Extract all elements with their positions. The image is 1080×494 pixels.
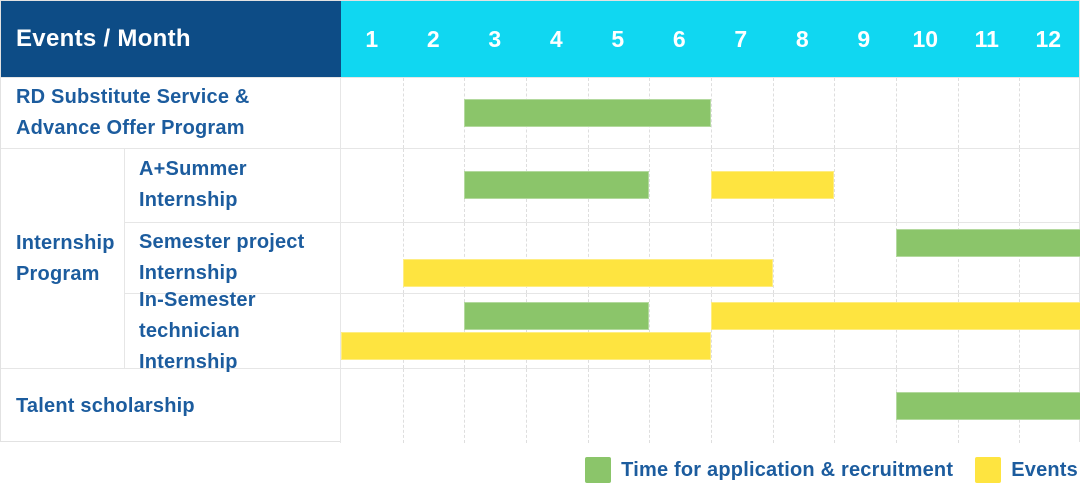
month-gridline bbox=[402, 294, 404, 368]
legend-item-events: Events bbox=[975, 457, 1078, 483]
table-row: Talent scholarship bbox=[1, 369, 1080, 443]
group-label-internship-program: Internship Program bbox=[1, 149, 125, 368]
month-gridline bbox=[526, 294, 527, 368]
table-row: RD Substitute Service & Advance Offer Pr… bbox=[1, 78, 1079, 149]
month-tick-10: 10 bbox=[912, 25, 939, 52]
month-gridline bbox=[649, 369, 651, 443]
month-tick-4: 4 bbox=[549, 25, 563, 52]
recruitment-bar bbox=[464, 302, 650, 330]
event-bar bbox=[402, 258, 773, 287]
month-gridline bbox=[711, 294, 712, 368]
month-gridline bbox=[834, 294, 836, 368]
row-label-a-plus-summer-internship: A+Summer Internship bbox=[125, 149, 341, 222]
month-gridline bbox=[587, 222, 589, 293]
month-gridline bbox=[402, 149, 404, 222]
row-label-semester-project-internship: Semester project Internship bbox=[125, 222, 341, 293]
month-gridline bbox=[957, 149, 959, 222]
table-row: A+Summer Internship bbox=[125, 149, 1079, 223]
month-gridline bbox=[896, 222, 897, 293]
row-track-in-semester-technician-internship bbox=[341, 294, 1080, 368]
month-tick-3: 3 bbox=[488, 25, 502, 52]
month-tick-9: 9 bbox=[857, 25, 871, 52]
month-gridline bbox=[772, 222, 774, 293]
month-gridline bbox=[526, 222, 527, 293]
month-gridline bbox=[896, 294, 897, 368]
recruitment-bar bbox=[896, 228, 1080, 257]
event-bar bbox=[711, 171, 835, 200]
month-gridline bbox=[649, 294, 651, 368]
month-gridline bbox=[711, 222, 712, 293]
header-events-month-cell: Events / Month bbox=[1, 1, 341, 77]
month-gridline bbox=[834, 369, 836, 443]
month-gridline bbox=[772, 294, 774, 368]
month-gridline bbox=[402, 222, 404, 293]
row-track-talent-scholarship bbox=[341, 369, 1080, 443]
month-gridline bbox=[834, 149, 836, 222]
month-gridline bbox=[772, 369, 774, 443]
event-bar bbox=[711, 302, 1080, 330]
month-gridline bbox=[711, 78, 712, 148]
row-track-a-plus-summer-internship bbox=[341, 149, 1079, 222]
month-gridline bbox=[464, 369, 466, 443]
legend-label-recruitment: Time for application & recruitment bbox=[621, 458, 954, 481]
month-gridline bbox=[649, 222, 651, 293]
row-label-talent-scholarship: Talent scholarship bbox=[1, 369, 341, 443]
legend-item-recruitment: Time for application & recruitment bbox=[585, 457, 953, 483]
month-tick-11: 11 bbox=[974, 25, 999, 52]
event-bar bbox=[341, 332, 711, 360]
month-tick-12: 12 bbox=[1035, 25, 1062, 52]
month-gridline bbox=[896, 149, 897, 222]
month-gridline bbox=[957, 78, 959, 148]
row-label-in-semester-technician-internship: In-Semester technician Internship bbox=[125, 289, 341, 373]
month-tick-8: 8 bbox=[795, 25, 809, 52]
month-gridline bbox=[957, 222, 959, 293]
month-gridline bbox=[587, 294, 589, 368]
table-row: Semester project Internship bbox=[125, 222, 1080, 294]
recruitment-bar bbox=[464, 171, 650, 200]
legend-label-events: Events bbox=[1011, 458, 1078, 481]
month-gridline bbox=[464, 294, 466, 368]
month-gridline bbox=[1019, 78, 1021, 148]
month-gridline bbox=[464, 222, 466, 293]
month-tick-1: 1 bbox=[365, 25, 379, 52]
row-track-rd-substitute-service bbox=[341, 78, 1079, 148]
row-label-rd-substitute-service: RD Substitute Service & Advance Offer Pr… bbox=[1, 78, 341, 148]
gantt-table: Events / Month 1 2 3 4 5 6 7 8 9 10 11 1… bbox=[0, 0, 1080, 443]
month-tick-6: 6 bbox=[672, 25, 686, 52]
month-gridline bbox=[402, 369, 404, 443]
internship-program-subrows: A+Summer Internship Semester project Int… bbox=[125, 149, 1080, 373]
month-tick-7: 7 bbox=[734, 25, 748, 52]
table-row: In-Semester technician Internship bbox=[125, 289, 1080, 373]
month-gridline bbox=[1019, 294, 1021, 368]
month-gridline bbox=[587, 369, 589, 443]
month-gridline bbox=[649, 149, 651, 222]
month-gridline bbox=[711, 369, 712, 443]
table-header-row: Events / Month 1 2 3 4 5 6 7 8 9 10 11 1… bbox=[1, 1, 1079, 78]
month-tick-5: 5 bbox=[611, 25, 625, 52]
month-gridline bbox=[834, 78, 836, 148]
month-gridline bbox=[772, 78, 774, 148]
month-tick-2: 2 bbox=[426, 25, 440, 52]
month-gridline bbox=[896, 78, 897, 148]
row-track-semester-project-internship bbox=[341, 222, 1080, 293]
internship-program-group: Internship Program A+Summer Internship S… bbox=[1, 149, 1080, 373]
month-gridline bbox=[834, 222, 836, 293]
header-months-strip: 1 2 3 4 5 6 7 8 9 10 11 12 bbox=[341, 1, 1079, 77]
recruitment-bar bbox=[464, 99, 711, 127]
legend: Time for application & recruitment Event… bbox=[585, 457, 1078, 483]
month-gridline bbox=[1019, 222, 1021, 293]
month-gridline bbox=[1019, 149, 1021, 222]
month-gridline bbox=[526, 369, 527, 443]
recruitment-bar bbox=[896, 392, 1080, 420]
recruitment-color-swatch bbox=[585, 457, 612, 483]
month-gridline bbox=[402, 78, 404, 148]
events-color-swatch bbox=[975, 457, 1002, 483]
month-gridline bbox=[957, 294, 959, 368]
